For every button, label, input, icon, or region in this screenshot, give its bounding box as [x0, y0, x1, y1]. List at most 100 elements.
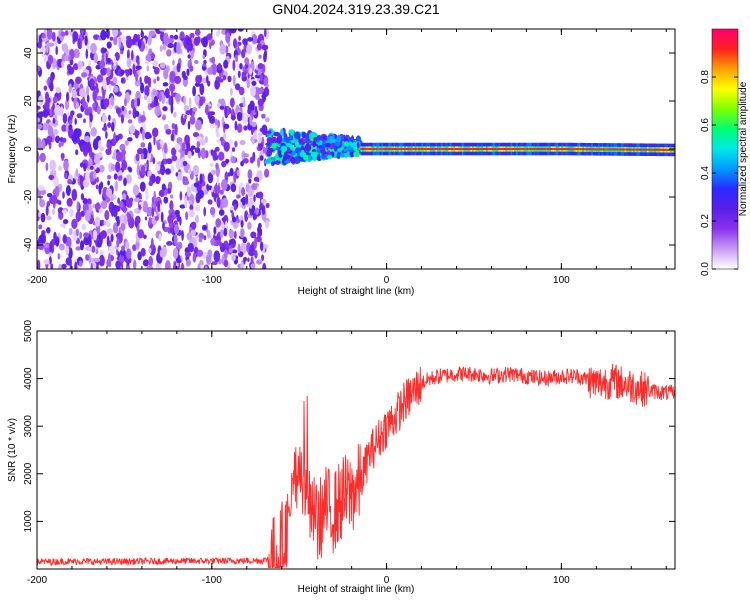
heatmap-cell — [286, 142, 291, 147]
heatmap-cell — [47, 125, 54, 137]
heatmap-cell — [61, 124, 67, 132]
heatmap-cell — [194, 95, 200, 103]
heatmap-cell — [212, 149, 217, 162]
heatmap-cell — [174, 224, 180, 235]
heatmap-cell — [243, 125, 248, 131]
heatmap-cell — [170, 165, 175, 173]
heatmap-cell — [101, 200, 108, 209]
heatmap-cell — [199, 173, 203, 185]
heatmap-cell — [142, 259, 149, 267]
heatmap-cell — [137, 59, 140, 66]
heatmap-cell — [37, 117, 40, 123]
heatmap-cell — [52, 117, 56, 124]
heatmap-cell — [564, 148, 568, 150]
heatmap-cell — [148, 247, 152, 254]
heatmap-cell — [251, 205, 256, 213]
heatmap-cell — [479, 148, 482, 150]
heatmap-cell — [57, 253, 61, 260]
heatmap-cell — [489, 148, 492, 150]
heatmap-cell — [161, 94, 166, 105]
heatmap-cell — [194, 82, 201, 87]
heatmap-cell — [101, 114, 108, 124]
heatmap-cell — [171, 123, 176, 130]
heatmap-cell — [321, 144, 326, 150]
heatmap-cell — [556, 148, 559, 150]
heatmap-cell — [578, 148, 582, 151]
heatmap-cell — [234, 140, 238, 148]
heatmap-cell — [353, 151, 360, 158]
heatmap-cell — [135, 65, 142, 70]
heatmap-cell — [65, 122, 69, 133]
x-tick-label: 0 — [384, 575, 390, 586]
heatmap-cell — [265, 142, 271, 146]
heatmap-cell — [179, 191, 183, 201]
heatmap-cell — [60, 223, 66, 228]
heatmap-cell — [234, 120, 238, 131]
heatmap-cell — [173, 111, 177, 118]
heatmap-cell — [61, 209, 68, 214]
heatmap-cell — [184, 114, 188, 120]
heatmap-cell — [425, 148, 428, 150]
heatmap-cell — [44, 91, 50, 101]
heatmap-cell — [643, 148, 646, 151]
heatmap-cell — [112, 29, 119, 38]
heatmap-cell — [84, 35, 88, 46]
heatmap-cell — [247, 72, 250, 79]
heatmap-cell — [323, 153, 329, 160]
heatmap-cell — [188, 97, 192, 109]
heatmap-cell — [90, 127, 98, 137]
heatmap-cell — [657, 148, 660, 151]
heatmap-cell — [435, 148, 438, 150]
heatmap-cell — [640, 148, 643, 151]
heatmap-cell — [193, 36, 200, 47]
heatmap-cell — [223, 259, 229, 268]
heatmap-cell — [495, 148, 498, 150]
heatmap-cell — [37, 41, 42, 49]
heatmap-cell — [414, 148, 417, 150]
heatmap-cell — [218, 151, 225, 161]
y-tick-label: 2000 — [23, 462, 34, 485]
heatmap-cell — [94, 216, 101, 227]
heatmap-cell — [397, 148, 400, 150]
heatmap-cell — [192, 107, 198, 113]
heatmap-cell — [115, 161, 121, 173]
heatmap-cell — [216, 176, 220, 186]
heatmap-cell — [48, 256, 52, 265]
heatmap-cell — [222, 75, 226, 81]
heatmap-cell — [120, 50, 124, 55]
heatmap-cell — [76, 113, 83, 119]
heatmap-cell — [246, 43, 253, 55]
heatmap-cell — [521, 148, 524, 150]
heatmap-cell — [242, 158, 249, 164]
heatmap-cell — [75, 149, 79, 156]
heatmap-cell — [575, 148, 578, 151]
heatmap-cell — [93, 153, 101, 164]
heatmap-cell — [552, 148, 555, 150]
heatmap-cell — [484, 148, 487, 150]
heatmap-cell — [265, 219, 270, 229]
heatmap-cell — [81, 96, 86, 108]
heatmap-cell — [274, 160, 281, 165]
heatmap-cell — [108, 114, 111, 122]
heatmap-cell — [126, 49, 130, 60]
heatmap-cell — [430, 148, 433, 150]
heatmap-cell — [242, 38, 248, 46]
heatmap-cell — [64, 99, 70, 111]
heatmap-cell — [202, 36, 209, 48]
heatmap-cell — [69, 209, 74, 217]
heatmap-cell — [37, 185, 45, 191]
heatmap-cell — [189, 65, 194, 72]
heatmap-cell — [294, 141, 300, 147]
y-tick-label: 40 — [23, 47, 34, 59]
heatmap-cell — [256, 43, 262, 51]
heatmap-cell — [168, 209, 173, 215]
heatmap-cell — [170, 194, 174, 199]
heatmap-cell — [299, 151, 306, 158]
heatmap-cell — [118, 174, 123, 181]
heatmap-cell — [55, 236, 60, 247]
heatmap-cell — [119, 200, 124, 209]
heatmap-cell — [225, 158, 230, 164]
heatmap-cell — [106, 235, 110, 247]
heatmap-cell — [111, 122, 115, 132]
spectrogram-heatmap — [37, 29, 675, 269]
